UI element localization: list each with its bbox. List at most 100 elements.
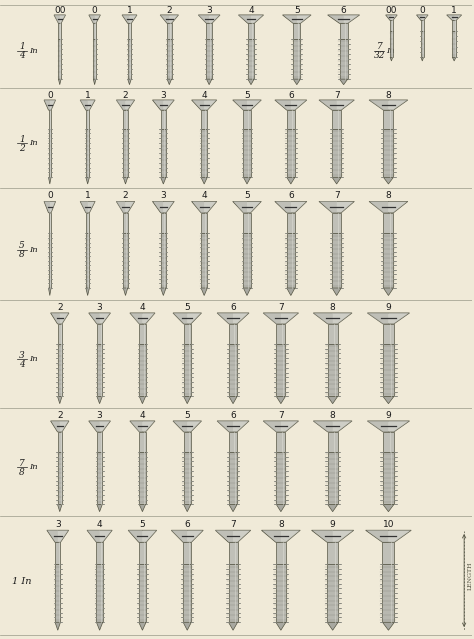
Polygon shape (238, 15, 251, 24)
Polygon shape (187, 313, 201, 324)
Polygon shape (229, 344, 237, 396)
Polygon shape (233, 313, 249, 324)
Polygon shape (97, 452, 102, 504)
Text: 4: 4 (248, 6, 254, 15)
Polygon shape (332, 233, 341, 288)
Text: 3: 3 (206, 6, 212, 15)
Text: In: In (29, 47, 37, 55)
Polygon shape (217, 421, 233, 432)
Polygon shape (48, 177, 51, 184)
Polygon shape (97, 344, 102, 396)
Polygon shape (169, 15, 178, 24)
Text: 6: 6 (341, 6, 346, 15)
Polygon shape (229, 432, 237, 452)
Polygon shape (228, 564, 237, 622)
Text: 1 In: 1 In (12, 577, 32, 586)
Text: 4: 4 (97, 520, 102, 529)
Polygon shape (183, 324, 191, 344)
Polygon shape (89, 313, 110, 324)
Polygon shape (248, 24, 254, 39)
Polygon shape (139, 543, 146, 564)
Polygon shape (287, 110, 295, 128)
Polygon shape (87, 530, 112, 543)
Polygon shape (51, 313, 60, 324)
Polygon shape (58, 24, 61, 39)
Polygon shape (209, 15, 220, 24)
Polygon shape (167, 39, 172, 79)
Polygon shape (281, 530, 300, 543)
Polygon shape (383, 344, 394, 396)
Polygon shape (60, 421, 69, 432)
Polygon shape (51, 421, 60, 432)
Polygon shape (311, 530, 354, 543)
Polygon shape (332, 213, 341, 233)
Polygon shape (386, 15, 392, 20)
Polygon shape (293, 24, 301, 39)
Polygon shape (337, 100, 354, 110)
Polygon shape (247, 201, 261, 213)
Polygon shape (54, 15, 60, 24)
Polygon shape (233, 530, 251, 543)
Polygon shape (276, 452, 285, 504)
Polygon shape (247, 100, 261, 110)
Polygon shape (332, 288, 341, 295)
Text: 8: 8 (385, 191, 392, 201)
Polygon shape (142, 421, 155, 432)
Polygon shape (57, 344, 62, 396)
Polygon shape (390, 58, 393, 61)
Polygon shape (48, 128, 51, 177)
Polygon shape (332, 177, 341, 184)
Polygon shape (58, 39, 61, 79)
Polygon shape (263, 421, 299, 432)
Polygon shape (191, 100, 204, 110)
Polygon shape (86, 128, 90, 177)
Polygon shape (139, 344, 146, 396)
Polygon shape (243, 213, 251, 233)
Text: 1: 1 (451, 6, 457, 15)
Polygon shape (128, 24, 131, 39)
Polygon shape (201, 213, 207, 233)
Polygon shape (95, 15, 100, 24)
Polygon shape (447, 15, 454, 20)
Polygon shape (123, 177, 128, 184)
Polygon shape (123, 110, 128, 128)
Polygon shape (263, 313, 299, 324)
Polygon shape (126, 100, 135, 110)
Text: 2: 2 (19, 144, 25, 153)
Text: 8: 8 (385, 91, 392, 100)
Polygon shape (319, 201, 337, 213)
Text: 7: 7 (377, 42, 383, 51)
Polygon shape (215, 530, 251, 543)
Polygon shape (173, 421, 187, 432)
Text: 7: 7 (278, 411, 284, 420)
Polygon shape (93, 79, 96, 85)
Polygon shape (327, 622, 338, 630)
Text: 2: 2 (166, 6, 172, 15)
Text: 3: 3 (161, 91, 166, 100)
Text: 6: 6 (230, 303, 236, 312)
Text: 3: 3 (55, 520, 61, 529)
Polygon shape (207, 79, 212, 85)
Polygon shape (386, 15, 397, 20)
Polygon shape (248, 79, 254, 85)
Polygon shape (328, 15, 360, 24)
Polygon shape (201, 110, 207, 128)
Polygon shape (128, 79, 131, 85)
Text: 2: 2 (123, 91, 128, 100)
Polygon shape (153, 201, 174, 213)
Polygon shape (332, 110, 341, 128)
Polygon shape (122, 15, 129, 24)
Text: 1: 1 (85, 91, 91, 100)
Text: 5: 5 (19, 241, 25, 250)
Polygon shape (86, 110, 90, 128)
Text: 9: 9 (330, 520, 336, 529)
Polygon shape (383, 432, 394, 452)
Polygon shape (183, 622, 191, 630)
Polygon shape (367, 421, 410, 432)
Polygon shape (80, 100, 95, 110)
Polygon shape (97, 432, 102, 452)
Polygon shape (123, 233, 128, 288)
Polygon shape (167, 79, 172, 85)
Polygon shape (328, 452, 337, 504)
Polygon shape (161, 177, 166, 184)
